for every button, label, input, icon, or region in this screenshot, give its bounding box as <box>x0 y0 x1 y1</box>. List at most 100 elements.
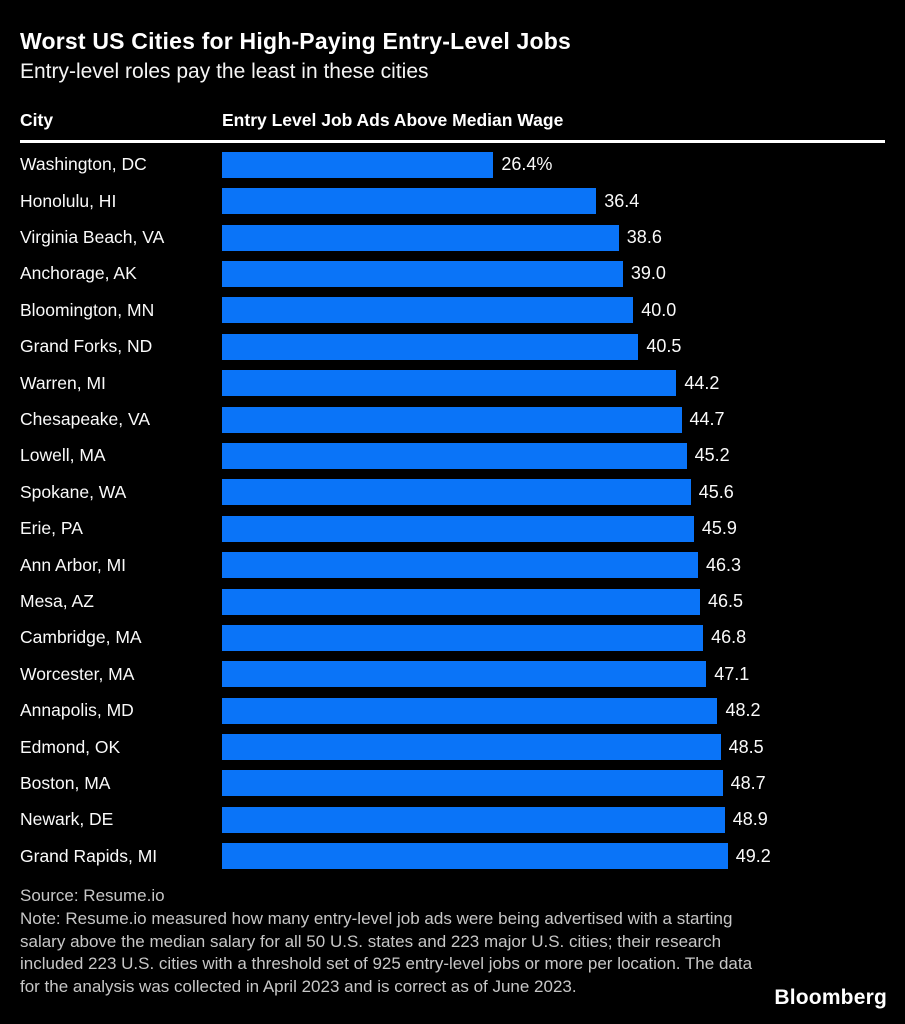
city-label: Cambridge, MA <box>20 627 142 648</box>
bar <box>222 406 682 433</box>
bar <box>222 661 707 688</box>
value-label: 46.8 <box>711 627 747 648</box>
city-label: Anchorage, AK <box>20 263 137 284</box>
city-label: Annapolis, MD <box>20 700 134 721</box>
value-label: 38.6 <box>626 227 662 248</box>
column-header-value: Entry Level Job Ads Above Median Wage <box>222 109 564 130</box>
value-label: 36.4 <box>604 190 640 211</box>
bar <box>222 770 723 797</box>
city-label: Lowell, MA <box>20 445 106 466</box>
bar-track: 46.8 <box>222 620 885 656</box>
bar-track: 39.0 <box>222 256 885 292</box>
value-label: 47.1 <box>714 663 750 684</box>
bar-track: 40.5 <box>222 329 885 365</box>
header-divider <box>20 139 885 143</box>
chart-row: Cambridge, MA 46.8 <box>20 620 885 656</box>
city-label: Ann Arbor, MI <box>20 554 127 575</box>
city-label: Warren, MI <box>20 372 106 393</box>
bar <box>222 297 634 324</box>
bar-track: 45.9 <box>222 511 885 547</box>
city-label: Mesa, AZ <box>20 591 94 611</box>
bar-track: 36.4 <box>222 183 885 219</box>
bar-track: 38.6 <box>222 219 885 255</box>
chart-row: Spokane, WA 45.6 <box>20 474 885 510</box>
bar <box>222 370 677 397</box>
city-label: Chesapeake, VA <box>20 409 151 430</box>
chart-row: Worcester, MA 47.1 <box>20 656 885 692</box>
chart-row: Grand Forks, ND 40.5 <box>20 329 885 365</box>
bar-track: 48.5 <box>222 729 885 765</box>
chart-row: Bloomington, MN 40.0 <box>20 292 885 328</box>
chart-row: Honolulu, HI 36.4 <box>20 183 885 219</box>
column-headers: City Entry Level Job Ads Above Median Wa… <box>20 110 885 131</box>
value-label: 48.9 <box>732 809 768 830</box>
value-label: 40.5 <box>646 336 682 357</box>
value-label: 45.9 <box>701 518 737 539</box>
chart-row: Virginia Beach, VA 38.6 <box>20 219 885 255</box>
bar <box>222 697 718 724</box>
bar <box>222 734 721 761</box>
bar <box>222 515 694 542</box>
value-label: 48.5 <box>728 736 764 757</box>
bar <box>222 442 687 469</box>
city-label: Grand Rapids, MI <box>20 845 158 866</box>
city-label: Grand Forks, ND <box>20 336 153 357</box>
bar-track: 48.7 <box>222 765 885 801</box>
value-label: 39.0 <box>630 263 666 284</box>
city-label: Worcester, MA <box>20 663 135 684</box>
bar-track: 48.9 <box>222 802 885 838</box>
city-label: Edmond, OK <box>20 736 121 757</box>
value-label: 48.7 <box>730 772 766 793</box>
city-label: Washington, DC <box>20 154 147 175</box>
chart-row: Mesa, AZ 46.5 <box>20 583 885 619</box>
bar <box>222 552 698 579</box>
column-header-city: City <box>20 109 54 130</box>
chart-title: Worst US Cities for High-Paying Entry-Le… <box>20 28 572 54</box>
chart-row: Newark, DE 48.9 <box>20 802 885 838</box>
bar-track: 45.2 <box>222 438 885 474</box>
city-label: Bloomington, MN <box>20 299 155 320</box>
value-label: 26.4% <box>501 154 553 175</box>
bar <box>222 479 691 506</box>
bar <box>222 843 728 870</box>
chart-row: Erie, PA 45.9 <box>20 511 885 547</box>
bar <box>222 333 639 360</box>
chart-row: Warren, MI 44.2 <box>20 365 885 401</box>
chart-row: Lowell, MA 45.2 <box>20 438 885 474</box>
bar <box>222 224 619 251</box>
bar-track: 49.2 <box>222 838 885 874</box>
bar <box>222 188 597 215</box>
bar-track: 48.2 <box>222 692 885 728</box>
city-label: Spokane, WA <box>20 481 127 502</box>
chart-row: Grand Rapids, MI 49.2 <box>20 838 885 874</box>
chart-row: Edmond, OK 48.5 <box>20 729 885 765</box>
chart-subtitle: Entry-level roles pay the least in these… <box>20 60 429 84</box>
source-text: Source: Resume.io <box>20 886 165 906</box>
value-label: 40.0 <box>641 299 677 320</box>
bar-track: 45.6 <box>222 474 885 510</box>
city-label: Newark, DE <box>20 809 114 830</box>
value-label: 44.2 <box>684 372 720 393</box>
chart-row: Anchorage, AK 39.0 <box>20 256 885 292</box>
city-label: Boston, MA <box>20 772 111 793</box>
bar-track: 46.3 <box>222 547 885 583</box>
value-label: 46.3 <box>705 554 741 575</box>
bar <box>222 260 623 287</box>
city-label: Honolulu, HI <box>20 190 117 211</box>
value-label: 48.2 <box>725 700 761 721</box>
chart-row: Boston, MA 48.7 <box>20 765 885 801</box>
value-label: 44.7 <box>689 409 725 430</box>
value-label: 45.2 <box>694 445 730 466</box>
value-label: 46.5 <box>708 591 744 611</box>
bar-track: 44.2 <box>222 365 885 401</box>
bar <box>222 624 704 651</box>
value-label: 45.6 <box>698 481 734 502</box>
bar <box>222 151 494 178</box>
bar-track: 47.1 <box>222 656 885 692</box>
chart-row: Chesapeake, VA 44.7 <box>20 401 885 437</box>
bar-track: 26.4% <box>222 147 885 183</box>
chart-footer: Source: Resume.io Note: Resume.io measur… <box>20 885 885 998</box>
bar-chart: Washington, DC 26.4% Honolulu, HI 36.4 Virgi… <box>20 147 885 875</box>
chart-row: Annapolis, MD 48.2 <box>20 692 885 728</box>
